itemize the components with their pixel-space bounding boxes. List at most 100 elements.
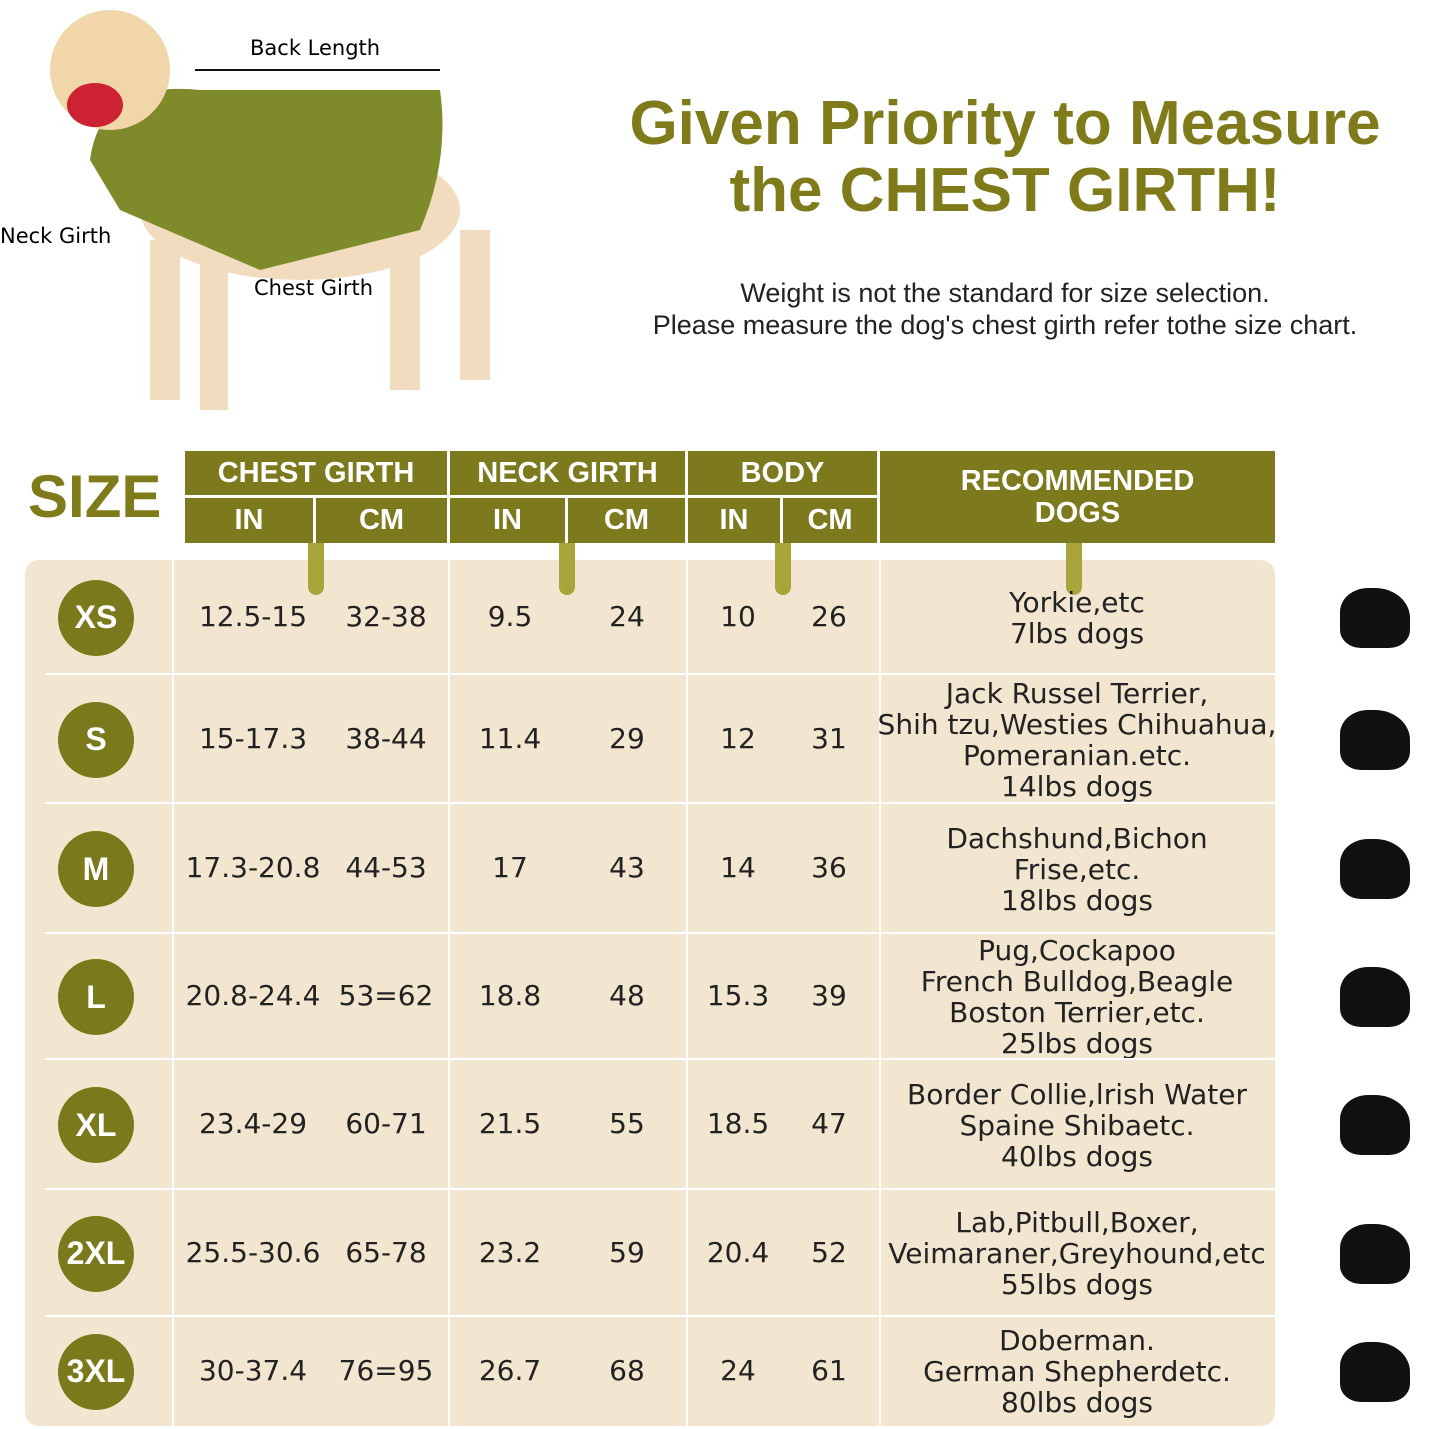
group-header: NECK GIRTH [450, 451, 685, 495]
cell: 43 [609, 851, 645, 884]
row-divider [45, 1188, 1275, 1190]
cell: 52 [811, 1235, 847, 1269]
size-badge: XL [58, 1087, 134, 1163]
unit-header: IN [185, 498, 313, 543]
dog-line: 25lbs dogs [1001, 1027, 1153, 1060]
connector [308, 543, 324, 595]
cell: 59 [609, 1235, 645, 1269]
dog-line: Lab,Pitbull,Boxer, [955, 1206, 1199, 1239]
cell: 15-17.3 [198, 721, 308, 755]
dog-line: 40lbs dogs [1001, 1139, 1153, 1173]
dog-silhouette [1340, 1341, 1410, 1402]
row-divider [45, 1315, 1275, 1317]
dog-line: Pomeranian.etc. [962, 738, 1192, 772]
unit-header: IN [688, 498, 780, 543]
connector [775, 543, 791, 595]
group-header: CHEST GIRTH [185, 451, 447, 495]
cell: 12.5-15 [198, 599, 308, 633]
label: Neck Girth [0, 224, 112, 248]
cell: 36 [811, 851, 847, 884]
dog-line: 18lbs dogs [1001, 883, 1153, 917]
dog-illustration [50, 10, 490, 410]
cell: 9.5 [487, 599, 533, 633]
dog-line: French Bulldog,Beagle [920, 965, 1234, 998]
dog-line: Spaine Shibaetc. [959, 1108, 1195, 1142]
cell: 24 [609, 599, 645, 633]
cell: 39 [811, 979, 847, 1012]
dog-line: Yorkie,etc [1009, 585, 1145, 619]
cell: 15.3 [706, 979, 770, 1012]
row-divider [45, 1058, 1275, 1060]
dog-line: Border Collie,lrish Water [907, 1077, 1247, 1111]
unit-header: CM [568, 498, 685, 543]
cell: 24 [720, 1353, 756, 1387]
cell: 26 [811, 599, 847, 633]
connector [559, 543, 575, 595]
dog-silhouette [1340, 709, 1410, 770]
cell: 65-78 [345, 1235, 427, 1269]
cell: 23.2 [478, 1235, 542, 1269]
cell: 48 [609, 979, 645, 1012]
cell: 68 [609, 1353, 645, 1387]
size-label: SIZE [28, 463, 162, 530]
cell: 12 [720, 721, 756, 755]
dog-silhouette [1340, 587, 1410, 648]
dog-line: Shih tzu,Westies Chihuahua, [877, 707, 1277, 741]
note: Weight is not the standard for size sele… [740, 278, 1270, 308]
cell: 53=62 [338, 979, 434, 1012]
heading: Given Priority to Measure [629, 89, 1381, 158]
column-divider [879, 560, 881, 1426]
cell: 18.5 [706, 1107, 770, 1140]
cell: 38-44 [345, 721, 427, 755]
cell: 60-71 [345, 1107, 427, 1140]
group-header: BODY [688, 451, 877, 495]
dog-line: German Shepherdetc. [923, 1355, 1231, 1388]
group-header: RECOMMENDED DOGS [880, 451, 1275, 543]
cell: 17.3-20.8 [185, 851, 321, 884]
cell: 21.5 [478, 1107, 542, 1140]
column-divider [448, 560, 450, 1426]
cell: 18.8 [478, 979, 542, 1012]
unit-header: CM [783, 498, 877, 543]
dog-line: 80lbs dogs [1001, 1386, 1153, 1419]
note: Please measure the dog's chest girth ref… [652, 310, 1358, 340]
dog-line: Dachshund,Bichon [946, 821, 1208, 855]
cell: 76=95 [338, 1353, 434, 1387]
dog-line: 14lbs dogs [1001, 769, 1153, 803]
cell: 20.8-24.4 [185, 979, 321, 1012]
dog-line: Doberman. [999, 1324, 1155, 1357]
column-divider [686, 560, 688, 1426]
column-divider [172, 560, 174, 1426]
dog-line: Pug,Cockapoo [978, 934, 1176, 967]
row-divider [45, 932, 1275, 934]
cell: 11.4 [478, 721, 542, 755]
unit-header: IN [450, 498, 565, 543]
size-badge: XS [58, 579, 134, 656]
dog-line: 7lbs dogs [1009, 616, 1145, 650]
cell: 14 [720, 851, 756, 884]
dog-silhouette [1340, 1223, 1410, 1284]
cell: 47 [811, 1107, 847, 1140]
cell: 55 [609, 1107, 645, 1140]
dog-line: Jack Russel Terrier, [945, 676, 1209, 710]
cell: 26.7 [478, 1353, 542, 1387]
dog-line: Frise,etc. [1013, 852, 1141, 886]
size-badge: S [58, 701, 134, 778]
cell: 17 [492, 851, 528, 884]
label: Back Length [250, 36, 381, 60]
cell: 10 [720, 599, 756, 633]
dog-line: Boston Terrier,etc. [949, 996, 1205, 1029]
label: Chest Girth [254, 276, 374, 300]
heading: the CHEST GIRTH! [729, 156, 1281, 225]
cell: 30-37.4 [198, 1353, 308, 1387]
dog-silhouette [1340, 1095, 1410, 1155]
row-divider [45, 673, 1275, 675]
cell: 23.4-29 [198, 1107, 308, 1140]
cell: 25.5-30.6 [185, 1235, 321, 1269]
cell: 61 [811, 1353, 847, 1387]
cell: 31 [811, 721, 847, 755]
cell: 32-38 [345, 599, 427, 633]
size-badge: 3XL [58, 1333, 134, 1410]
dog-silhouette [1340, 967, 1410, 1027]
